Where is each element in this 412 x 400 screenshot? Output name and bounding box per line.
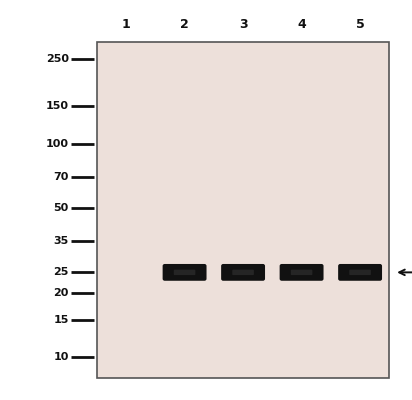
Text: 2: 2 bbox=[180, 18, 189, 30]
Text: 5: 5 bbox=[356, 18, 365, 30]
Text: 3: 3 bbox=[239, 18, 247, 30]
Text: 50: 50 bbox=[54, 203, 69, 213]
Text: 1: 1 bbox=[122, 18, 131, 30]
Text: 20: 20 bbox=[54, 288, 69, 298]
Bar bbox=[97, 42, 389, 378]
FancyBboxPatch shape bbox=[174, 270, 195, 275]
FancyBboxPatch shape bbox=[291, 270, 312, 275]
Text: 250: 250 bbox=[46, 54, 69, 64]
Text: 15: 15 bbox=[54, 315, 69, 325]
FancyBboxPatch shape bbox=[232, 270, 254, 275]
FancyBboxPatch shape bbox=[221, 264, 265, 281]
Text: 4: 4 bbox=[297, 18, 306, 30]
Text: 35: 35 bbox=[54, 236, 69, 246]
FancyBboxPatch shape bbox=[349, 270, 371, 275]
FancyBboxPatch shape bbox=[280, 264, 323, 281]
Text: 100: 100 bbox=[46, 139, 69, 149]
Text: 150: 150 bbox=[46, 101, 69, 111]
Text: 25: 25 bbox=[54, 267, 69, 277]
FancyBboxPatch shape bbox=[163, 264, 206, 281]
Text: 70: 70 bbox=[54, 172, 69, 182]
FancyBboxPatch shape bbox=[338, 264, 382, 281]
Text: 10: 10 bbox=[54, 352, 69, 362]
